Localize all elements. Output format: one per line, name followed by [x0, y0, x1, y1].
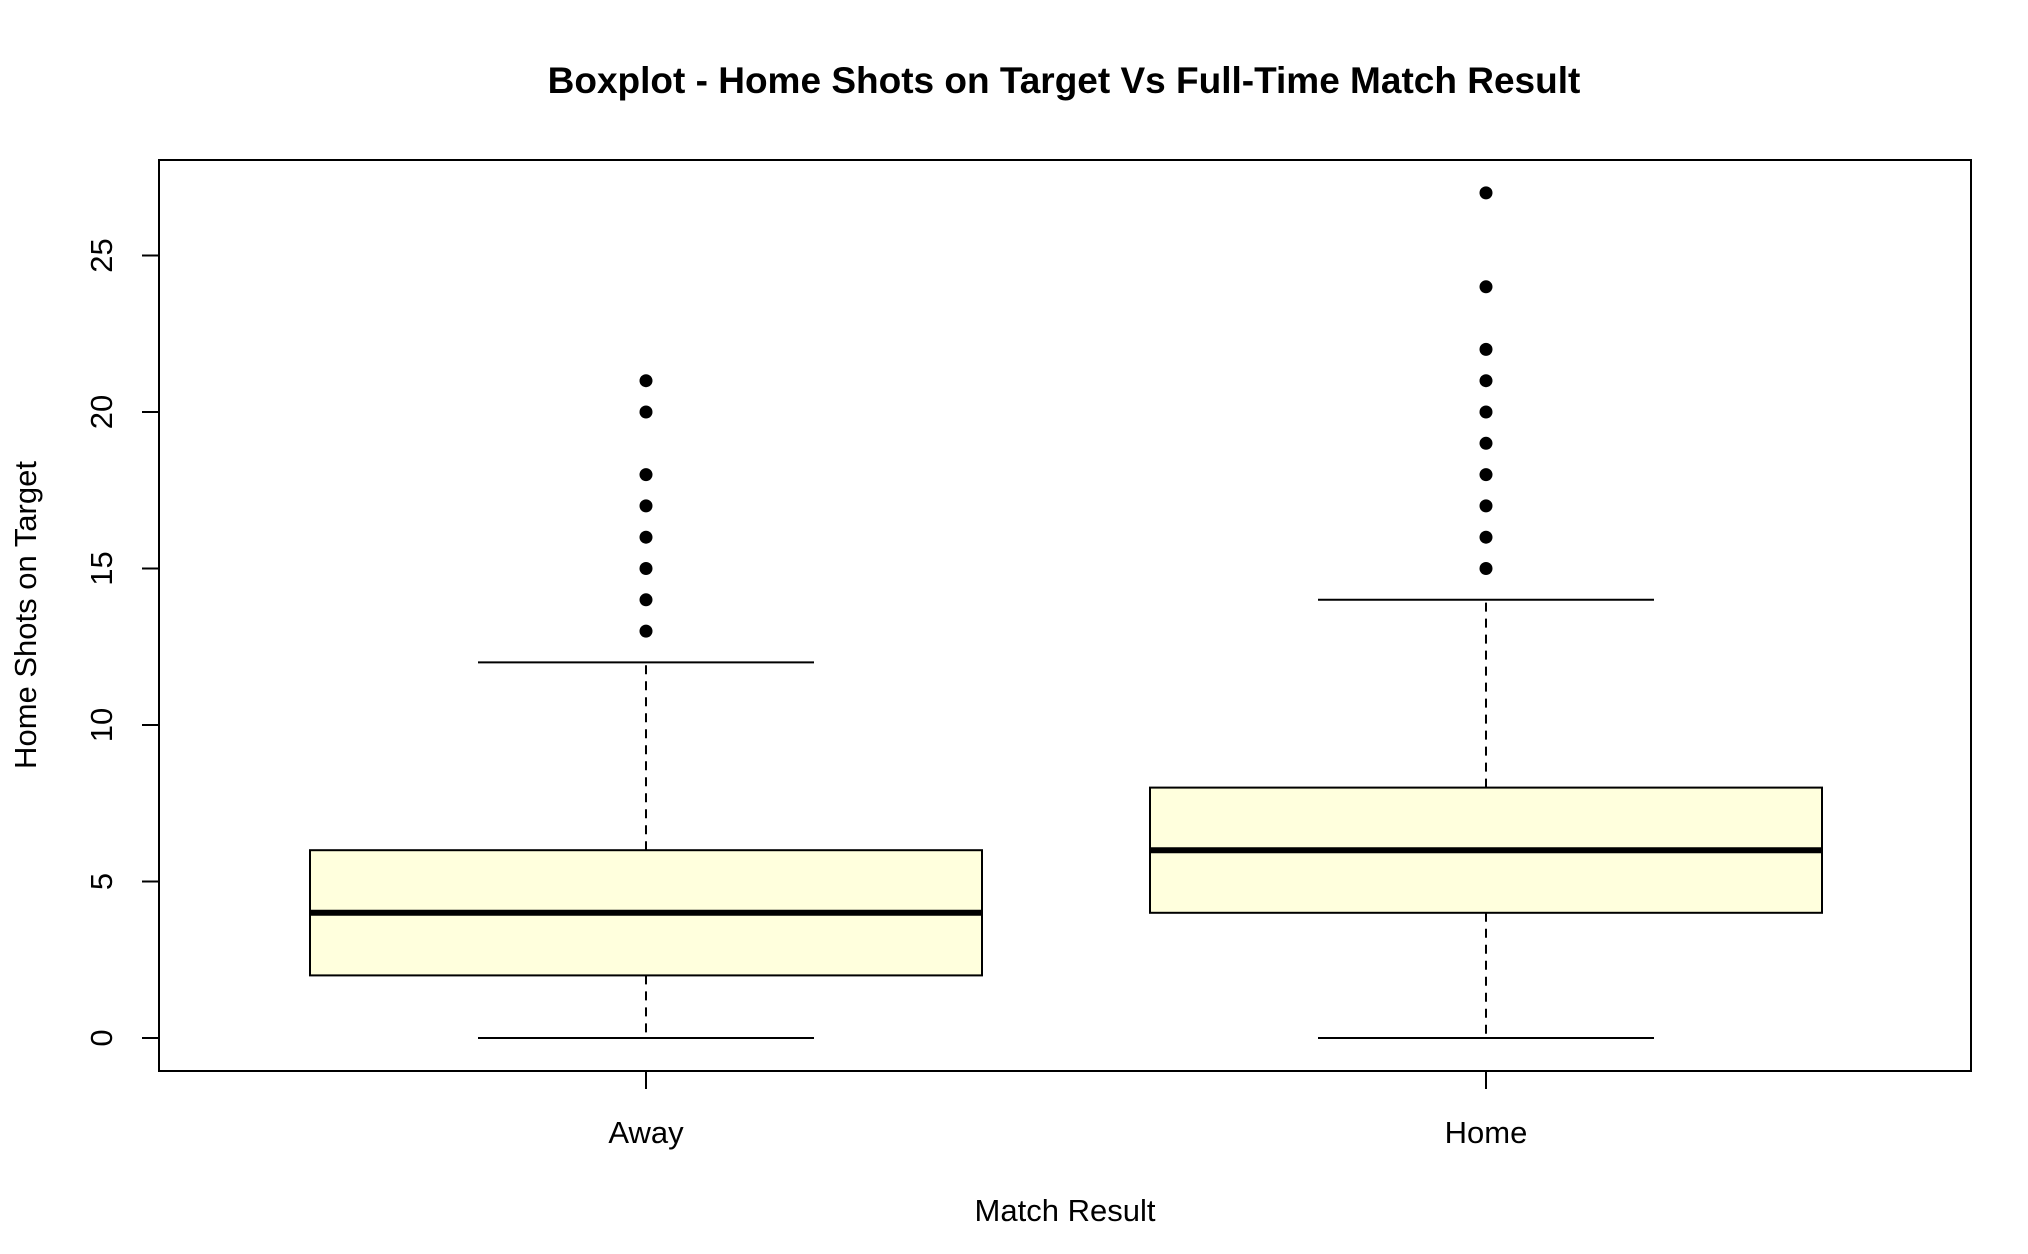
outlier-point — [639, 624, 653, 638]
box-away — [309, 374, 983, 1039]
y-axis-label: Home Shots on Target — [8, 461, 43, 769]
outlier-point — [639, 499, 653, 513]
outlier-point — [639, 468, 653, 482]
y-tick-label: 25 — [84, 238, 119, 272]
y-axis: 0 5 10 15 20 25 — [84, 238, 160, 1047]
y-tick-label: 0 — [84, 1029, 119, 1046]
outlier-point — [1479, 530, 1493, 544]
outlier-point — [639, 593, 653, 607]
outlier-point — [639, 530, 653, 544]
y-tick-label: 20 — [84, 395, 119, 429]
outlier-point — [1479, 436, 1493, 450]
y-tick-label: 15 — [84, 551, 119, 585]
chart-title: Boxplot - Home Shots on Target Vs Full-T… — [548, 60, 1581, 101]
outlier-point — [1479, 562, 1493, 575]
outlier-point — [1479, 186, 1493, 200]
outlier-point — [1479, 374, 1493, 388]
box-home — [1149, 186, 1823, 1039]
y-tick-label: 10 — [84, 708, 119, 742]
outlier-point — [639, 374, 653, 388]
x-axis-label: Match Result — [975, 1193, 1156, 1228]
outlier-point — [1479, 468, 1493, 482]
outlier-point — [1479, 342, 1493, 356]
outlier-point — [1479, 405, 1493, 419]
boxes-group — [309, 186, 1823, 1039]
outlier-point — [1479, 499, 1493, 513]
x-tick-label: Away — [608, 1115, 684, 1150]
y-tick-label: 5 — [84, 873, 119, 890]
x-axis: Away Home — [608, 1071, 1527, 1150]
outlier-point — [639, 405, 653, 419]
x-tick-label: Home — [1445, 1115, 1528, 1150]
outlier-point — [639, 562, 653, 575]
outlier-point — [1479, 280, 1493, 294]
